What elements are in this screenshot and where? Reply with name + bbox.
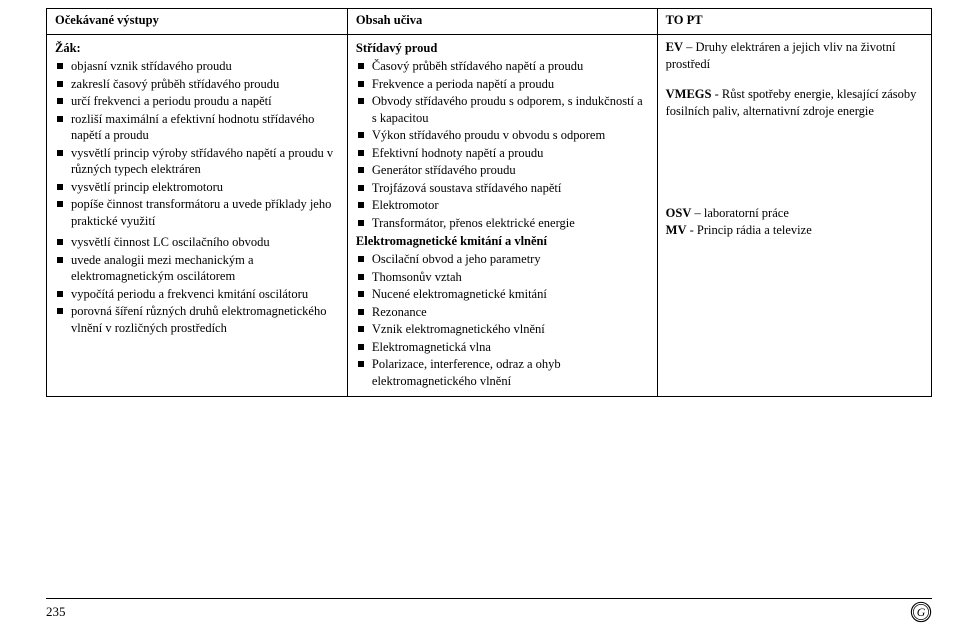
cell-topt: EV – Druhy elektráren a jejich vliv na ž… bbox=[657, 35, 931, 397]
footer-logo-icon: G bbox=[910, 601, 932, 623]
list-item: Nucené elektromagnetické kmitání bbox=[372, 286, 649, 304]
curriculum-table: Očekávané výstupy Obsah učiva TO PT Žák:… bbox=[46, 8, 932, 397]
list-item: popíše činnost transformátoru a uvede př… bbox=[71, 196, 339, 230]
svg-text:G: G bbox=[917, 605, 926, 619]
list-item: vysvětlí princip elektromotoru bbox=[71, 179, 339, 197]
student-lead: Žák: bbox=[55, 41, 339, 56]
list-item: zakreslí časový průběh střídavého proudu bbox=[71, 76, 339, 94]
list-item: Oscilační obvod a jeho parametry bbox=[372, 251, 649, 269]
list-item: Generátor střídavého proudu bbox=[372, 162, 649, 180]
topt-text: – Druhy elektráren a jejich vliv na živo… bbox=[666, 40, 896, 71]
list-item: vypočítá periodu a frekvenci kmitání osc… bbox=[71, 286, 339, 304]
topt-line: EV – Druhy elektráren a jejich vliv na ž… bbox=[666, 39, 923, 72]
list-item: Frekvence a perioda napětí a proudu bbox=[372, 76, 649, 94]
list-item: objasní vznik střídavého proudu bbox=[71, 58, 339, 76]
outputs-list-1: objasní vznik střídavého proudu zakreslí… bbox=[55, 58, 339, 230]
list-item: Časový průběh střídavého napětí a proudu bbox=[372, 58, 649, 76]
col-header-content: Obsah učiva bbox=[347, 9, 657, 35]
list-item: určí frekvenci a periodu proudu a napětí bbox=[71, 93, 339, 111]
list-item: Trojfázová soustava střídavého napětí bbox=[372, 180, 649, 198]
content-list-1: Časový průběh střídavého napětí a proudu… bbox=[356, 58, 649, 232]
content-heading-1: Střídavý proud bbox=[356, 41, 649, 56]
topt-label: EV bbox=[666, 40, 683, 54]
col-header-topt: TO PT bbox=[657, 9, 931, 35]
list-item: Polarizace, interference, odraz a ohyb e… bbox=[372, 356, 649, 390]
topt-line: OSV – laboratorní práce bbox=[666, 205, 923, 222]
topt-line: VMEGS - Růst spotřeby energie, klesající… bbox=[666, 86, 923, 119]
list-item: Transformátor, přenos elektrické energie bbox=[372, 215, 649, 233]
page-number: 235 bbox=[46, 604, 66, 620]
list-item: Thomsonův vztah bbox=[372, 269, 649, 287]
list-item: Výkon střídavého proudu v obvodu s odpor… bbox=[372, 127, 649, 145]
list-item: Elektromotor bbox=[372, 197, 649, 215]
cell-content: Střídavý proud Časový průběh střídavého … bbox=[347, 35, 657, 397]
list-item: Efektivní hodnoty napětí a proudu bbox=[372, 145, 649, 163]
cell-expected-outputs: Žák: objasní vznik střídavého proudu zak… bbox=[47, 35, 348, 397]
topt-text: - Princip rádia a televize bbox=[686, 223, 811, 237]
list-item: rozliší maximální a efektivní hodnotu st… bbox=[71, 111, 339, 145]
topt-line: MV - Princip rádia a televize bbox=[666, 222, 923, 239]
list-item: Vznik elektromagnetického vlnění bbox=[372, 321, 649, 339]
col-header-outputs: Očekávané výstupy bbox=[47, 9, 348, 35]
topt-label: MV bbox=[666, 223, 687, 237]
topt-label: VMEGS bbox=[666, 87, 712, 101]
list-item: vysvětlí činnost LC oscilačního obvodu bbox=[71, 234, 339, 252]
page-footer: 235 G bbox=[46, 598, 932, 623]
list-item: Obvody střídavého proudu s odporem, s in… bbox=[372, 93, 649, 127]
list-item: uvede analogii mezi mechanickým a elektr… bbox=[71, 252, 339, 286]
list-item: Elektromagnetická vlna bbox=[372, 339, 649, 357]
list-item: porovná šíření různých druhů elektromagn… bbox=[71, 303, 339, 337]
content-list-2: Oscilační obvod a jeho parametry Thomson… bbox=[356, 251, 649, 390]
content-heading-2: Elektromagnetické kmitání a vlnění bbox=[356, 234, 649, 249]
list-item: vysvětlí princip výroby střídavého napět… bbox=[71, 145, 339, 179]
topt-text: – laboratorní práce bbox=[691, 206, 789, 220]
list-item: Rezonance bbox=[372, 304, 649, 322]
topt-label: OSV bbox=[666, 206, 692, 220]
outputs-list-2: vysvětlí činnost LC oscilačního obvodu u… bbox=[55, 234, 339, 337]
